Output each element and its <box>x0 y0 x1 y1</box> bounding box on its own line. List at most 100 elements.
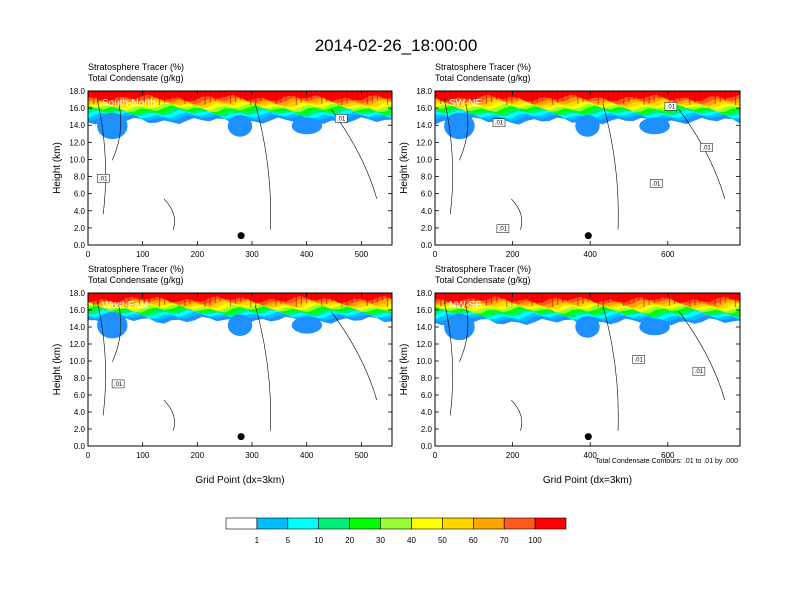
x-tick-label: 200 <box>191 451 205 460</box>
x-tick-label: 200 <box>506 250 520 259</box>
tracer-streak <box>501 293 503 300</box>
tracer-streak <box>551 91 554 105</box>
colorbar-label: 70 <box>500 536 509 545</box>
tracer-streak <box>255 91 257 103</box>
y-tick-label: 8.0 <box>421 173 433 182</box>
panel-subtitle: Total Condensate (g/kg) <box>435 73 531 83</box>
tracer-streak <box>714 293 716 306</box>
tracer-streak <box>260 293 262 303</box>
tracer-streak <box>128 91 130 99</box>
panel-name: NW-SE <box>449 300 482 311</box>
colorbar-label: 20 <box>345 536 354 545</box>
panel-subtitle: Total Condensate (g/kg) <box>88 73 184 83</box>
plot-area <box>435 293 740 446</box>
tracer-streak <box>668 91 670 104</box>
contour-label-box <box>334 114 348 123</box>
tracer-streak <box>475 91 477 99</box>
tracer-streak <box>351 293 353 303</box>
tracer-streak <box>541 91 543 100</box>
y-tick-label: 2.0 <box>421 425 433 434</box>
y-axis-label: Height (km) <box>52 142 63 194</box>
x-axis-label: Grid Point (dx=3km) <box>195 475 284 486</box>
tracer-streak <box>516 293 518 303</box>
tracer-streak <box>214 293 216 303</box>
tracer-streak <box>557 91 559 103</box>
location-marker <box>584 232 592 240</box>
panel-sw-ne: Stratosphere Tracer (%)Total Condensate … <box>399 62 741 259</box>
y-tick-label: 4.0 <box>74 207 86 216</box>
tracer-streak <box>440 293 442 306</box>
tracer-tongue <box>97 112 128 140</box>
tracer-streak <box>108 91 110 98</box>
contour-label-box <box>97 174 110 183</box>
y-tick-label: 4.0 <box>74 408 86 417</box>
tracer-streak <box>546 293 548 300</box>
tracer-streak <box>658 91 660 99</box>
y-tick-label: 10.0 <box>69 357 85 366</box>
tracer-streak <box>381 91 384 98</box>
tracer-streak <box>501 91 503 98</box>
tracer-streak <box>572 293 574 299</box>
tracer-streak <box>587 293 589 302</box>
tracer-streak <box>719 91 721 102</box>
tracer-streak <box>653 293 655 303</box>
tracer-streak <box>607 293 609 303</box>
tracer-streak <box>689 293 691 307</box>
contour-label: .01 <box>667 104 676 110</box>
x-axis-label: Grid Point (dx=3km) <box>543 475 632 486</box>
contour-note: Total Condensate Contours: .01 to .01 by… <box>595 458 738 465</box>
x-tick-label: 500 <box>355 451 369 460</box>
tracer-streak <box>628 91 630 102</box>
tracer-streak <box>250 293 252 307</box>
tracer-streak <box>245 293 247 300</box>
tracer-streak <box>275 91 277 104</box>
tracer-streak <box>164 91 166 103</box>
tracer-streak <box>592 293 594 300</box>
tracer-streak <box>694 91 696 103</box>
contour-line <box>511 399 523 431</box>
panel-nw-se: Stratosphere Tracer (%)Total Condensate … <box>399 264 741 486</box>
tracer-streak <box>179 293 181 299</box>
tracer-streak <box>724 91 726 100</box>
tracer-tongue <box>575 316 600 338</box>
tracer-streak <box>204 91 206 105</box>
tracer-streak <box>138 91 140 104</box>
tracer-streak <box>209 91 211 103</box>
tracer-streak <box>381 293 384 300</box>
colorbar-label: 50 <box>438 536 447 545</box>
tracer-streak <box>285 91 287 100</box>
tracer-tongue <box>227 115 253 137</box>
colorbar-label: 5 <box>286 536 291 545</box>
tracer-streak <box>435 293 437 299</box>
tracer-streak <box>607 91 609 101</box>
tracer-streak <box>376 293 378 302</box>
tracer-streak <box>618 91 620 97</box>
y-tick-label: 6.0 <box>74 391 86 400</box>
x-tick-label: 0 <box>86 451 91 460</box>
contour-label-box <box>111 379 125 389</box>
tracer-streak <box>485 293 487 306</box>
tracer-streak <box>633 293 635 302</box>
tracer-streak <box>128 293 130 301</box>
tracer-streak <box>724 293 726 302</box>
contour-line <box>602 305 619 431</box>
tracer-streak <box>290 91 292 98</box>
tracer-streak <box>734 91 737 105</box>
tracer-streak <box>689 91 691 105</box>
tracer-streak <box>321 91 323 104</box>
tracer-streak <box>445 293 447 304</box>
tracer-streak <box>612 91 615 99</box>
contour-label: .01 <box>635 357 644 363</box>
tracer-streak <box>704 293 706 301</box>
tracer-streak <box>194 293 196 302</box>
tracer-streak <box>386 91 389 105</box>
tracer-streak <box>280 91 282 102</box>
tracer-streak <box>199 293 201 300</box>
colorbar-swatch <box>318 517 350 530</box>
y-tick-label: 0.0 <box>74 241 86 250</box>
contour-line <box>112 101 122 161</box>
tracer-streak <box>113 293 115 307</box>
tracer-streak <box>592 91 594 98</box>
tracer-streak <box>371 91 373 102</box>
